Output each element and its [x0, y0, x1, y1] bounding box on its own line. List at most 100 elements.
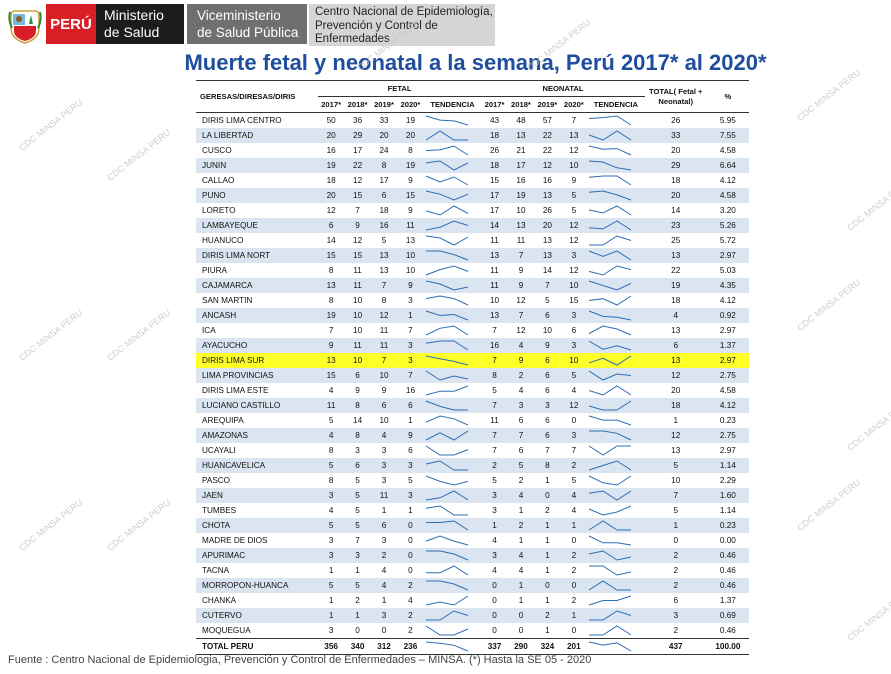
fetal-trend-header: TENDENCIA	[423, 96, 482, 113]
fetal-value: 36	[353, 115, 363, 125]
fetal-value: 1	[408, 415, 413, 425]
fetal-value: 33	[379, 115, 389, 125]
pct-value: 1.37	[719, 595, 736, 605]
neonatal-value: 2	[534, 608, 561, 623]
fetal-value: 6	[397, 398, 424, 413]
neonatal-value: 12	[534, 158, 561, 173]
fetal-sparkline-line	[425, 325, 468, 336]
fetal-sparkline	[425, 220, 468, 231]
neonatal-value: 7	[492, 325, 497, 335]
neonatal-value: 0	[560, 578, 588, 593]
fetal-value: 4	[370, 428, 398, 443]
fetal-sparkline-line	[425, 625, 468, 636]
neonatal-trend	[587, 458, 645, 473]
region-name: LORETO	[202, 205, 236, 215]
neonatal-value: 0	[492, 595, 497, 605]
fetal-value: 9	[355, 385, 360, 395]
pct-value: 0.46	[719, 625, 736, 635]
neonatal-sparkline	[588, 641, 632, 652]
neonatal-trend	[587, 638, 645, 655]
fetal-sparkline	[425, 475, 468, 486]
fetal-value: 340	[344, 638, 371, 655]
fetal-trend	[423, 278, 482, 293]
neonatal-value: 1	[518, 535, 524, 545]
neonatal-value: 324	[534, 638, 561, 655]
neonatal-value: 1	[560, 518, 588, 533]
region-name: CALLAO	[202, 175, 235, 185]
fetal-value: 11	[344, 338, 371, 353]
neonatal-sparkline	[589, 175, 632, 186]
fetal-trend	[424, 383, 482, 398]
neonatal-value: 6	[534, 368, 561, 383]
neonatal-value: 1	[545, 475, 550, 485]
neonatal-sparkline	[589, 160, 632, 171]
fetal-value: 0	[381, 625, 387, 635]
neonatal-value: 13	[507, 218, 535, 233]
fetal-trend	[424, 173, 482, 188]
fetal-sparkline	[425, 505, 468, 516]
pct-value: 2.97	[706, 353, 749, 368]
neonatal-sparkline-line	[588, 130, 632, 141]
fetal-value: 5	[344, 578, 371, 593]
neonatal-sparkline-line	[588, 641, 632, 652]
fetal-value: 18	[379, 205, 389, 215]
pct-value: 0.46	[706, 578, 749, 593]
fetal-sparkline	[425, 130, 468, 141]
pct-value: 4.12	[719, 295, 736, 305]
region-name: MADRE DE DIOS	[202, 535, 268, 545]
fetal-value: 5	[344, 518, 371, 533]
fetal-value: 0	[408, 565, 413, 575]
fetal-value: 11	[379, 325, 389, 335]
neonatal-value: 18	[481, 158, 508, 173]
neonatal-trend	[587, 443, 645, 458]
fetal-trend	[424, 143, 482, 158]
fetal-trend	[423, 398, 482, 413]
fetal-sparkline	[425, 145, 468, 156]
table-row: LUCIANO CASTILLO 11 8 6 6 7 3 3 12 18 4.12	[196, 398, 749, 413]
vice-line2: de Salud Pública	[197, 25, 299, 40]
fetal-sparkline	[425, 550, 468, 561]
fetal-value: 15	[397, 188, 424, 203]
neonatal-value: 3	[481, 548, 508, 563]
neonatal-value: 10	[489, 295, 500, 305]
fetal-value: 5	[317, 518, 345, 533]
fetal-value: 19	[317, 308, 345, 323]
neonatal-year-header: 2018*	[507, 96, 535, 113]
neonatal-value: 1	[545, 595, 550, 605]
neonatal-sparkline	[588, 460, 632, 471]
total-value: 20	[644, 188, 707, 203]
neonatal-sparkline	[589, 235, 632, 246]
neonatal-trend	[587, 278, 645, 293]
neonatal-value: 19	[507, 188, 535, 203]
fetal-year-header: 2018*	[344, 96, 371, 113]
neonatal-sparkline	[588, 130, 632, 141]
neonatal-value: 26	[489, 145, 500, 155]
neonatal-value: 7	[481, 398, 508, 413]
total-value: 18	[644, 398, 707, 413]
neonatal-sparkline	[588, 265, 632, 276]
neonatal-value: 1	[518, 595, 524, 605]
fetal-trend	[424, 233, 482, 248]
neonatal-value: 5	[545, 295, 550, 305]
neonatal-sparkline-line	[588, 505, 632, 516]
total-row: TOTAL PERU 356 340 312 236 337 290 324 201 437 100…	[196, 638, 749, 655]
neonatal-sparkline	[588, 595, 632, 606]
fetal-trend	[423, 578, 482, 593]
region-name: AMAZONAS	[196, 428, 318, 443]
header-bar: PERÚ Ministerio de Salud Viceministerio …	[0, 0, 891, 48]
neonatal-sparkline-line	[588, 445, 632, 456]
neonatal-value: 4	[507, 548, 535, 563]
fetal-value: 8	[328, 295, 334, 305]
fetal-value: 1	[344, 608, 371, 623]
fetal-value: 10	[344, 308, 371, 323]
fetal-value: 9	[317, 338, 345, 353]
fetal-group-header: FETAL	[317, 80, 482, 97]
fetal-value: 3	[328, 625, 334, 635]
neonatal-trend	[587, 368, 645, 383]
neonatal-value: 4	[507, 338, 535, 353]
neonatal-value: 13	[542, 235, 552, 245]
total-value: 33	[644, 128, 707, 143]
neonatal-sparkline	[588, 250, 632, 261]
fetal-sparkline	[425, 565, 468, 576]
fetal-value: 13	[379, 265, 389, 275]
